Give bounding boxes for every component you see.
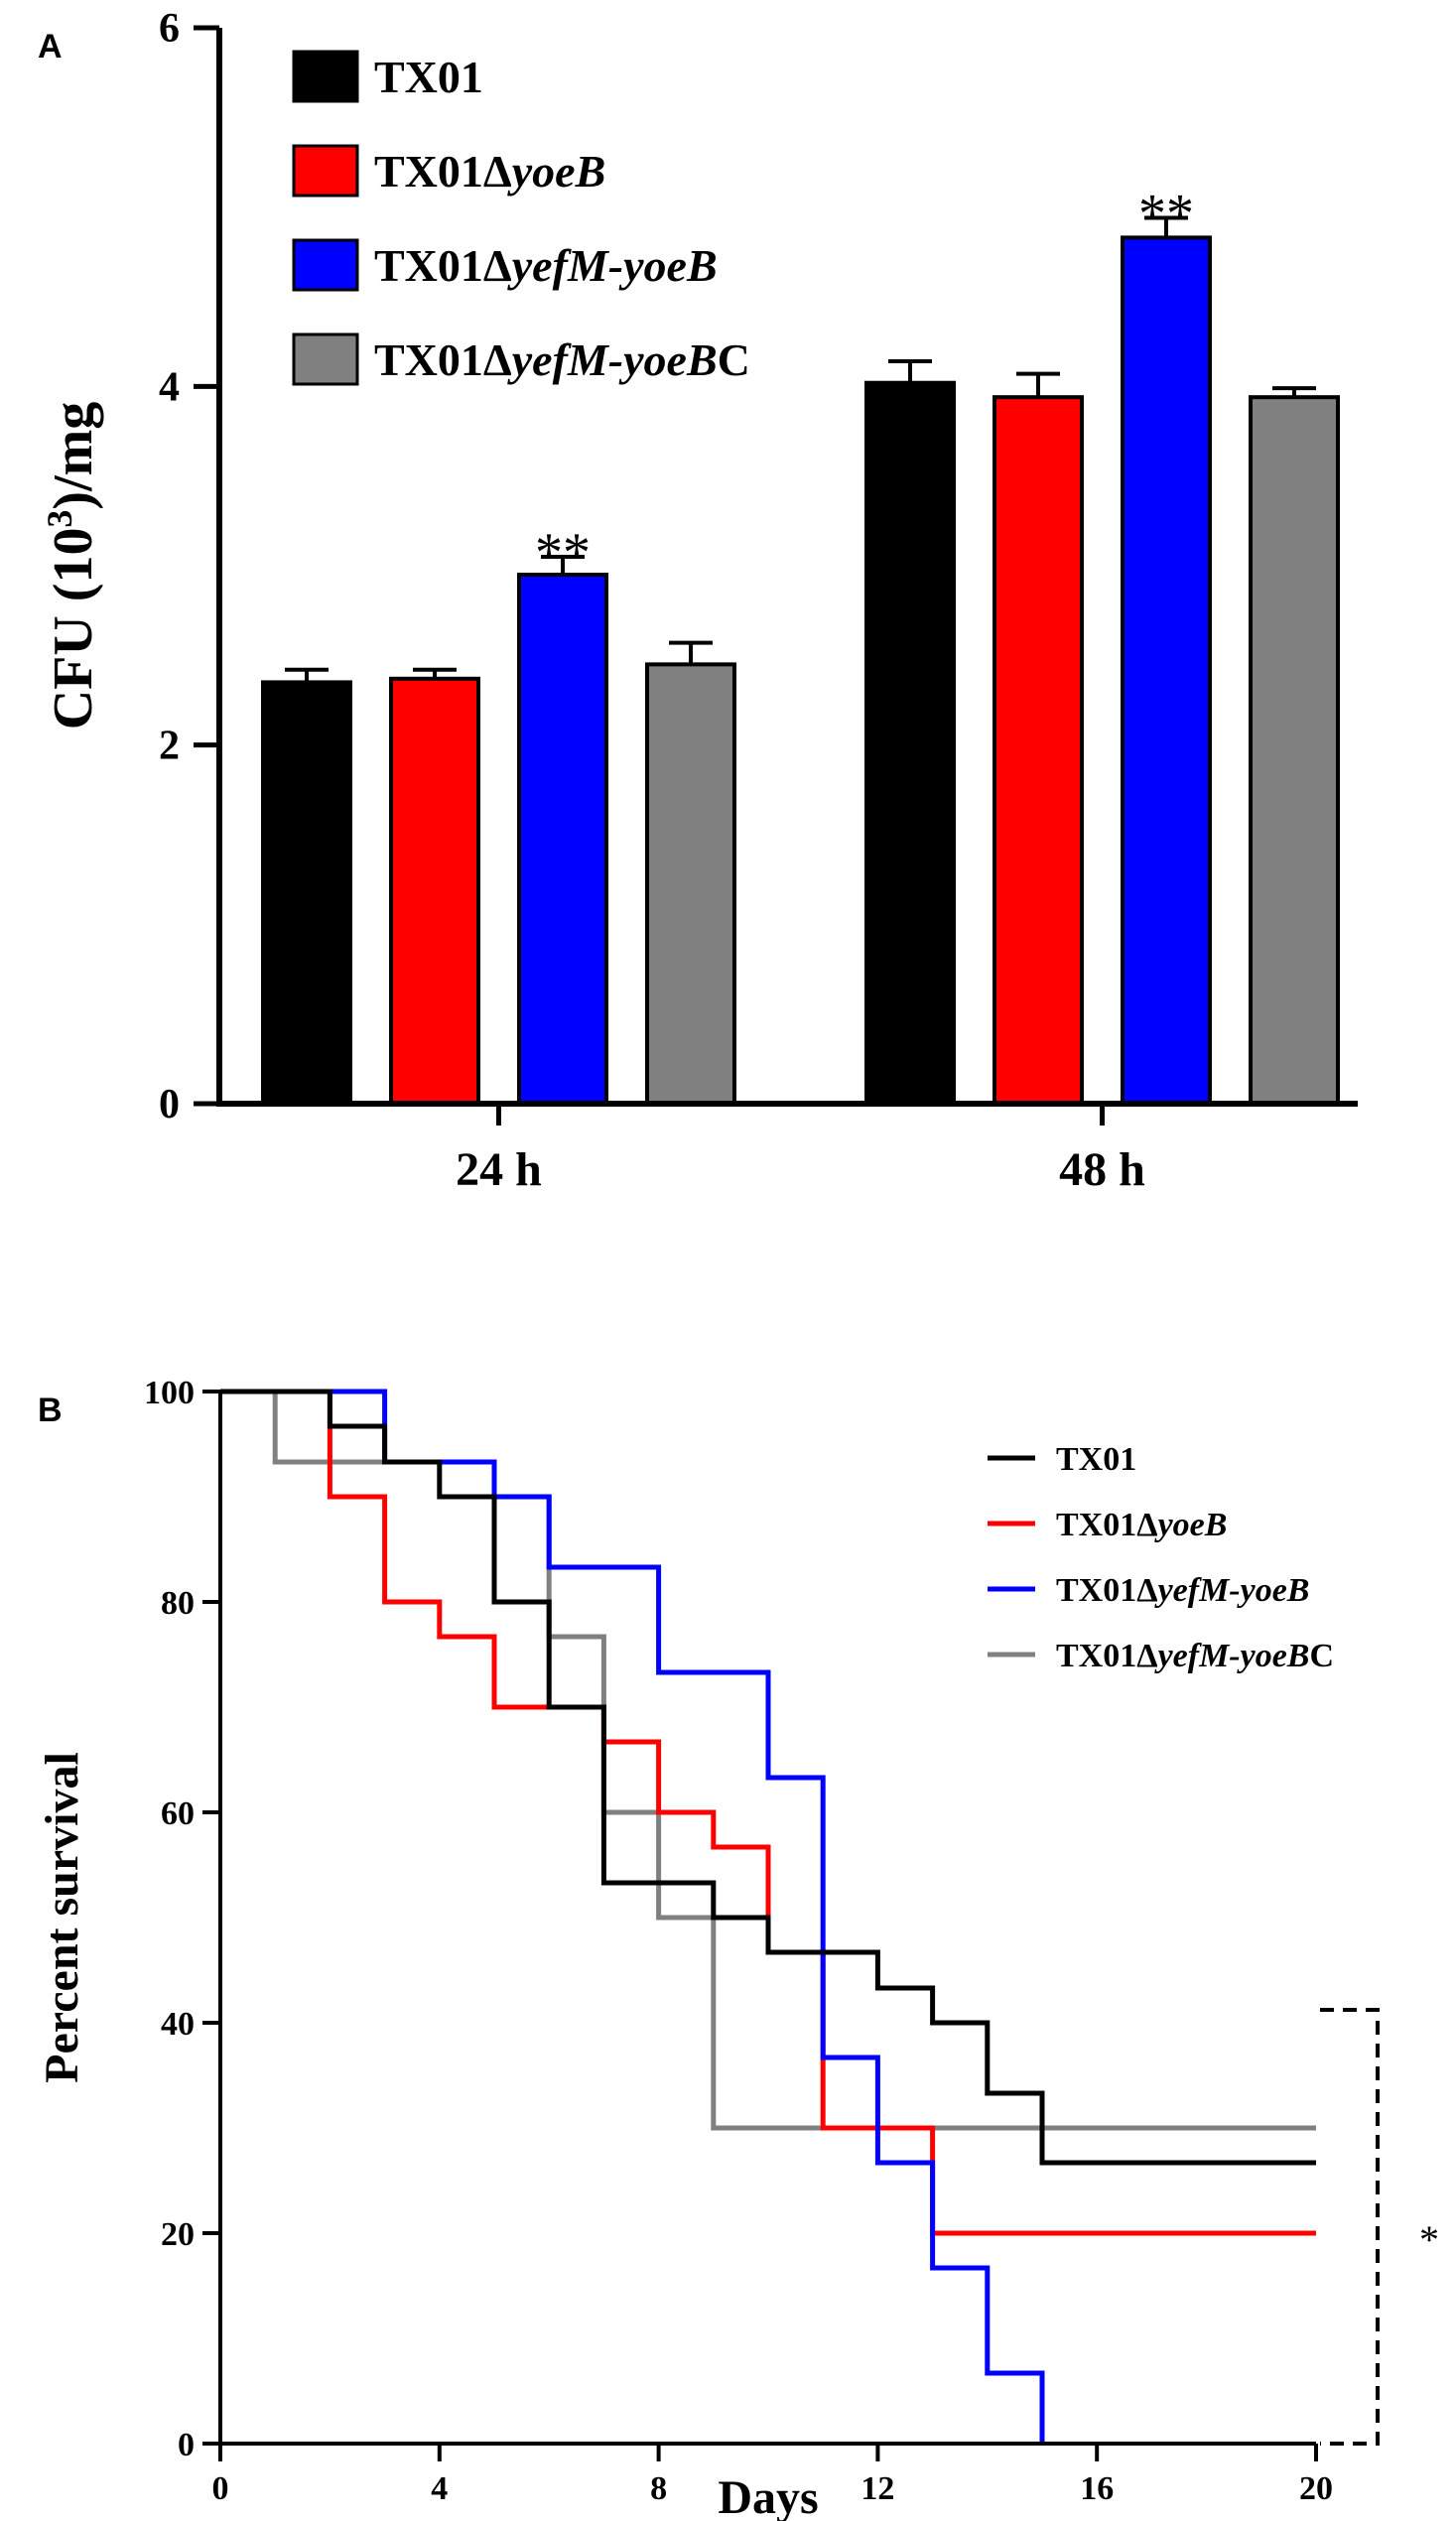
- significance-stars: **: [1138, 184, 1194, 245]
- significance-bracket-line: [1320, 2008, 1380, 2446]
- x-tick-label: 16: [1080, 2470, 1114, 2507]
- panel-b-y-axis-label: Percent survival: [36, 1752, 88, 2083]
- panel-b: B 0 20 40 60 80 100 0 4 8 12 16 20 Percent surviva…: [36, 1375, 1439, 2521]
- x-tick-label: 12: [860, 2470, 894, 2507]
- legend-swatch: [292, 238, 359, 292]
- legend-label: TX01ΔyoeB: [1056, 1507, 1227, 1543]
- panel-b-legend: TX01 TX01ΔyoeB TX01ΔyefM-yoeB TX01ΔyefM-yoe…: [988, 1441, 1334, 1674]
- y-tick-label: 100: [144, 1375, 195, 1411]
- significance-stars: **: [535, 522, 591, 584]
- y-tick-label: 4: [159, 364, 180, 410]
- panel-a-y-axis-label: CFU (103)/mg: [40, 402, 104, 730]
- legend-label: TX01ΔyoeB: [374, 146, 605, 197]
- legend-label: TX01ΔyefM-yoeB: [1056, 1572, 1309, 1609]
- bar-2-2: [993, 395, 1084, 1106]
- panel-b-x-ticks: 0 4 8 12 16 20: [212, 2444, 1333, 2507]
- y-tick-label: 60: [161, 1795, 195, 1832]
- significance-marker: *: [1419, 2217, 1439, 2262]
- y-tick-label: 0: [178, 2427, 195, 2463]
- legend-label: TX01: [1056, 1441, 1136, 1478]
- legend-swatch: [292, 50, 359, 103]
- bar-4-1: [645, 662, 736, 1106]
- x-category-label: 48 h: [1059, 1143, 1145, 1196]
- y-tick-label: 40: [161, 2006, 195, 2043]
- x-tick-label: 20: [1299, 2470, 1333, 2507]
- survival-curve-4: [220, 1389, 1316, 2166]
- legend-swatch: [292, 332, 359, 386]
- significance-bracket: *: [1320, 2008, 1439, 2446]
- x-tick-label: 8: [650, 2470, 667, 2507]
- panel-b-survival-curves: [220, 1389, 1316, 2444]
- legend-swatch: [292, 144, 359, 198]
- bar-2-1: [389, 676, 480, 1106]
- panel-a-label: A: [38, 28, 63, 66]
- x-tick-label: 4: [431, 2470, 448, 2507]
- panel-a-annotations: ** **: [535, 184, 1194, 584]
- bar-1-1: [261, 680, 352, 1107]
- bar-3-2: [1121, 235, 1212, 1106]
- bar-3-1: [517, 573, 608, 1106]
- x-tick-label: 0: [212, 2470, 229, 2507]
- bar-1-2: [864, 380, 956, 1107]
- panel-b-y-ticks: 0 20 40 60 80 100: [144, 1375, 220, 2463]
- panel-b-label: B: [38, 1392, 63, 1429]
- y-tick-label: 0: [159, 1082, 180, 1128]
- x-category-label: 24 h: [456, 1143, 542, 1196]
- panel-b-x-axis-label: Days: [718, 2471, 818, 2521]
- panel-a-legend: TX01 TX01ΔyoeB TX01ΔyefM-yoeB TX01ΔyefM-yoe…: [292, 50, 750, 386]
- panel-a-y-ticks: 0 2 4 6: [159, 6, 219, 1128]
- panel-a-error-bars: [285, 215, 1316, 683]
- y-tick-label: 2: [159, 724, 180, 769]
- legend-label: TX01ΔyefM-yoeBC: [1056, 1638, 1334, 1674]
- bar-4-2: [1249, 395, 1340, 1106]
- panel-a-x-ticks: 24 h 48 h: [456, 1104, 1145, 1196]
- y-tick-label: 80: [161, 1585, 195, 1622]
- survival-curve-3: [220, 1389, 1045, 2444]
- y-tick-label: 20: [161, 2216, 195, 2253]
- legend-label: TX01ΔyefM-yoeB: [374, 240, 718, 291]
- y-tick-label: 6: [159, 6, 180, 52]
- legend-label: TX01ΔyefM-yoeBC: [374, 334, 750, 385]
- legend-label: TX01: [374, 52, 483, 102]
